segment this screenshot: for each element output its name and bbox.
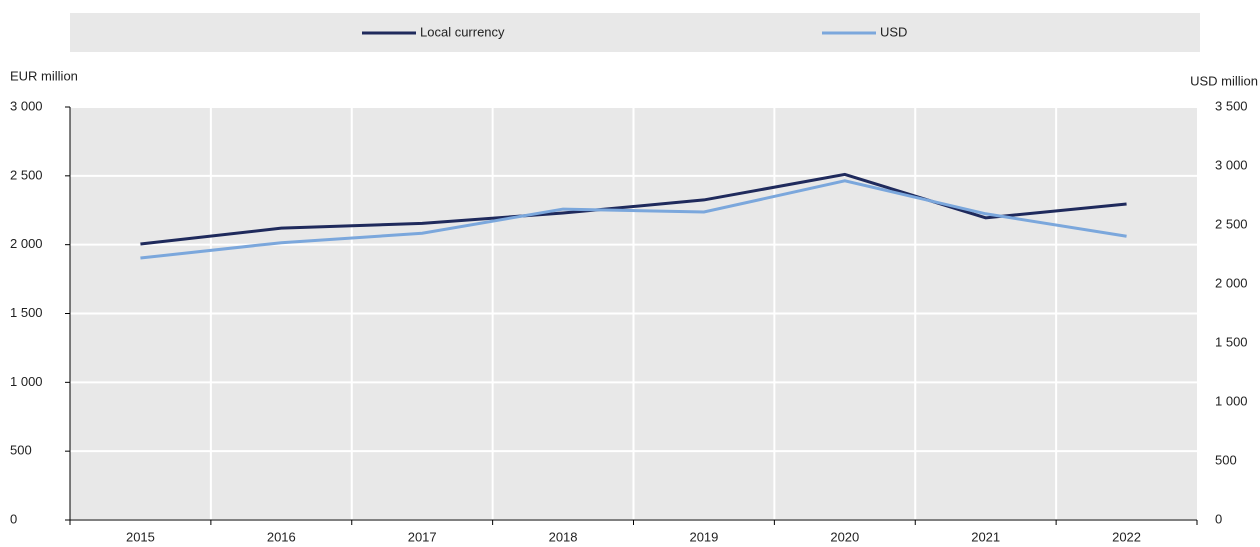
y-tick-label: 1 500 bbox=[10, 305, 43, 320]
y2-tick-label: 2 500 bbox=[1215, 216, 1248, 231]
line-series bbox=[140, 179, 1127, 260]
y-tick-label: 500 bbox=[10, 443, 32, 458]
y2-tick-label: 2 000 bbox=[1215, 275, 1248, 290]
x-tick-label: 2021 bbox=[971, 529, 1000, 544]
y2-tick-label: 1 000 bbox=[1215, 393, 1248, 408]
y-tick-label: 0 bbox=[10, 511, 17, 526]
y-tick-label: 2 500 bbox=[10, 167, 43, 182]
y-axis-label: EUR million bbox=[10, 68, 78, 83]
y-tick-label: 3 000 bbox=[10, 98, 43, 113]
x-tick-label: 2020 bbox=[830, 529, 859, 544]
legend-label: USD bbox=[880, 24, 907, 39]
x-tick-label: 2015 bbox=[126, 529, 155, 544]
x-tick-label: 2022 bbox=[1112, 529, 1141, 544]
y2-tick-label: 0 bbox=[1215, 511, 1222, 526]
x-tick-label: 2016 bbox=[267, 529, 296, 544]
legend-label: Local currency bbox=[420, 24, 505, 39]
y2-tick-label: 3 000 bbox=[1215, 157, 1248, 172]
y-tick-label: 1 000 bbox=[10, 374, 43, 389]
x-tick-label: 2017 bbox=[408, 529, 437, 544]
y-tick-label: 2 000 bbox=[10, 236, 43, 251]
y2-tick-label: 1 500 bbox=[1215, 334, 1248, 349]
x-tick-label: 2019 bbox=[689, 529, 718, 544]
y2-tick-label: 3 500 bbox=[1215, 98, 1248, 113]
y2-tick-label: 500 bbox=[1215, 452, 1237, 467]
y2-axis-label: USD million bbox=[1190, 73, 1258, 88]
x-tick-label: 2018 bbox=[549, 529, 578, 544]
line-series bbox=[140, 172, 1127, 246]
legend-box bbox=[70, 13, 1200, 52]
